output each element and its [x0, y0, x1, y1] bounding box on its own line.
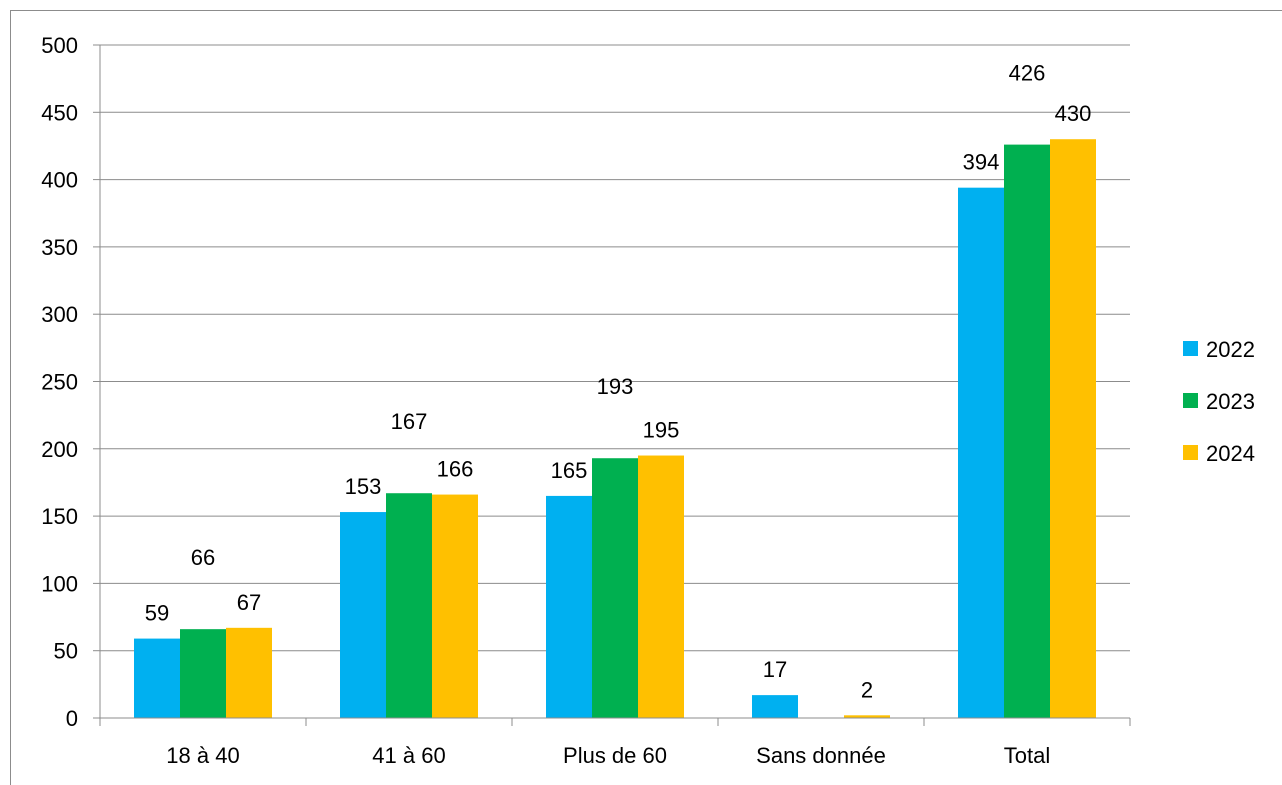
- y-tick-label: 400: [41, 168, 78, 193]
- legend-label: 2024: [1206, 441, 1255, 466]
- y-tick-label: 300: [41, 302, 78, 327]
- chart-frame: [10, 10, 1282, 785]
- y-tick-label: 250: [41, 370, 78, 395]
- data-label: 59: [145, 601, 169, 626]
- data-label: 67: [237, 590, 261, 615]
- y-tick-label: 200: [41, 437, 78, 462]
- data-label: 2: [861, 677, 873, 702]
- bar-2024-3: [844, 715, 890, 718]
- axes: 0 50 100 150 200 250 300 350 400 450 500 18 à 40 41 …: [41, 33, 1131, 768]
- data-label: 66: [191, 545, 215, 570]
- data-label: 165: [551, 458, 588, 483]
- bar-2023-2: [592, 458, 638, 718]
- bar-2022-4: [958, 187, 1004, 718]
- bar-2024-2: [638, 455, 684, 718]
- data-label: 167: [391, 409, 428, 434]
- legend-label: 2022: [1206, 337, 1255, 362]
- y-tick-label: 450: [41, 100, 78, 125]
- data-label: 193: [597, 374, 634, 399]
- data-label: 166: [437, 457, 474, 482]
- x-category-label: Plus de 60: [563, 743, 667, 768]
- x-category-label: 18 à 40: [166, 743, 239, 768]
- y-tick-label: 350: [41, 235, 78, 260]
- legend-swatch: [1183, 341, 1198, 356]
- y-tick-label: 50: [54, 639, 78, 664]
- data-label: 394: [963, 150, 1000, 175]
- legend: 2022 2023 2024: [1183, 337, 1255, 466]
- legend-swatch: [1183, 393, 1198, 408]
- bar-2024-4: [1050, 139, 1096, 719]
- y-tick-label: 100: [41, 571, 78, 596]
- bar-2022-2: [546, 495, 592, 718]
- y-tick-label: 150: [41, 504, 78, 529]
- bar-2023-4: [1004, 144, 1050, 718]
- bar-2022-3: [752, 695, 798, 718]
- data-label: 195: [643, 418, 680, 443]
- bar-2023-0: [180, 629, 226, 718]
- x-category-label: 41 à 60: [372, 743, 445, 768]
- data-label: 426: [1009, 61, 1046, 86]
- data-label: 153: [345, 474, 382, 499]
- bar-2023-1: [386, 493, 432, 718]
- bar-2022-0: [134, 638, 180, 718]
- legend-label: 2023: [1206, 389, 1255, 414]
- bar-2024-0: [226, 627, 272, 718]
- y-tick-label: 500: [41, 33, 78, 58]
- data-label: 430: [1055, 101, 1092, 126]
- data-labels: 59 66 67 153 167 166 165 193 195 17 2 394 426 430: [145, 61, 1092, 703]
- bar-2024-1: [432, 494, 478, 718]
- x-category-label: Total: [1004, 743, 1050, 768]
- bars: [134, 139, 1096, 719]
- bar-2022-1: [340, 512, 386, 718]
- y-tick-label: 0: [66, 706, 78, 731]
- x-category-label: Sans donnée: [756, 743, 886, 768]
- data-label: 17: [763, 657, 787, 682]
- legend-swatch: [1183, 445, 1198, 460]
